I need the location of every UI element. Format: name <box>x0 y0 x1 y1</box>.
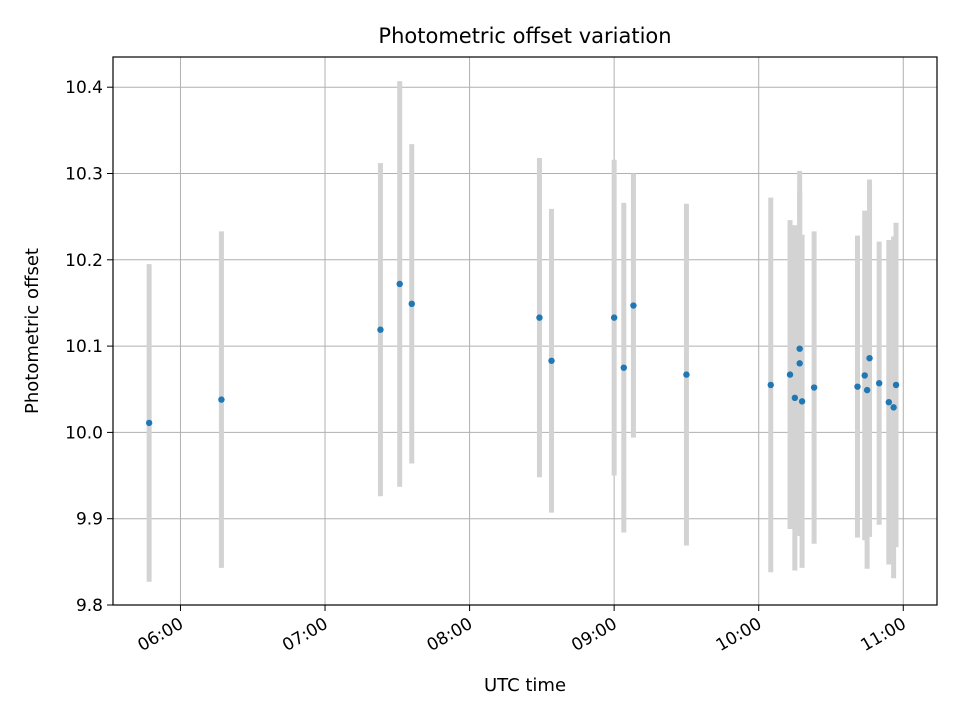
y-tick-label: 9.9 <box>76 510 103 530</box>
data-point <box>796 345 803 352</box>
data-point <box>408 300 415 308</box>
data-point <box>866 354 873 362</box>
data-point <box>377 326 384 333</box>
data-point <box>796 360 803 367</box>
data-points <box>145 280 900 427</box>
data-point <box>396 280 403 288</box>
data-point <box>892 381 900 389</box>
chart-title: Photometric offset variation <box>378 24 671 48</box>
data-point <box>798 398 806 405</box>
data-point <box>630 302 637 309</box>
y-tick-label: 10.3 <box>65 165 103 185</box>
y-tick-label: 10.2 <box>65 251 103 271</box>
data-point <box>810 384 818 391</box>
data-point <box>145 419 153 427</box>
data-point <box>683 371 690 378</box>
y-tick-label: 9.8 <box>76 596 103 616</box>
data-point <box>548 357 555 364</box>
x-axis-label: UTC time <box>484 675 566 696</box>
y-axis: 9.8 9.9 10.0 10.1 10.2 10.3 10.4 <box>65 78 113 616</box>
data-point <box>791 394 799 402</box>
y-tick-label: 10.0 <box>65 423 103 443</box>
data-point <box>767 381 774 389</box>
y-tick-label: 10.4 <box>65 78 103 98</box>
data-point <box>854 383 861 390</box>
data-point <box>218 396 225 403</box>
y-tick-label: 10.1 <box>65 337 103 357</box>
y-axis-label: Photometric offset <box>22 248 43 414</box>
plot-frame <box>112 56 938 606</box>
data-point <box>863 386 871 394</box>
data-point <box>610 314 618 321</box>
data-point <box>620 364 627 371</box>
data-point <box>890 404 897 411</box>
data-point <box>786 371 794 378</box>
data-point <box>861 372 868 379</box>
data-point <box>875 380 883 387</box>
data-point <box>885 398 893 406</box>
data-point <box>536 314 543 321</box>
